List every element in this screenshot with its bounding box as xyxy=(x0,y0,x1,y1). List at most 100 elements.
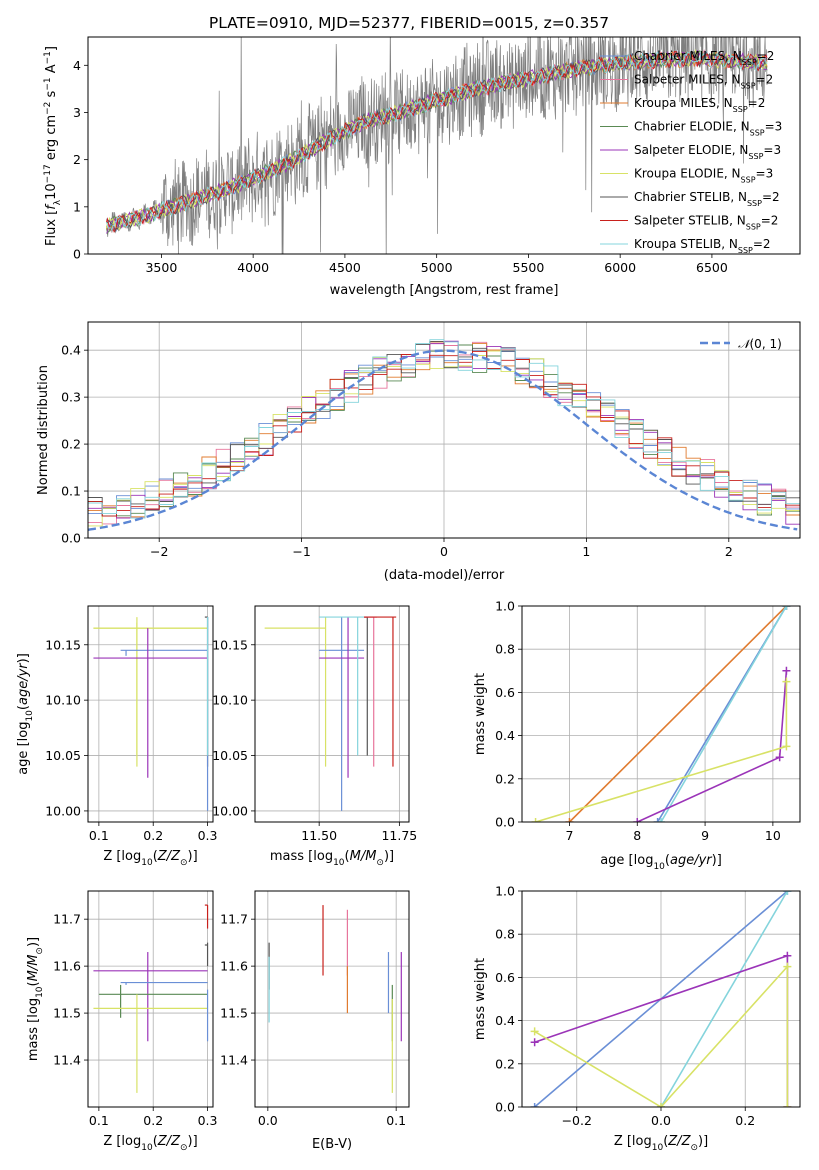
y-tick-label: 1 xyxy=(73,199,81,214)
histogram-series xyxy=(88,340,800,517)
weight-marker xyxy=(530,1027,539,1036)
histogram-plot-area xyxy=(88,339,800,531)
x-axis-label: wavelength [Angstrom, rest frame] xyxy=(330,283,559,298)
x-axis-label: Z [log10(Z/Z⊙)] xyxy=(614,1134,708,1153)
y-tick-label: 0.0 xyxy=(495,815,515,830)
x-tick-label: −0.2 xyxy=(562,1113,592,1128)
legend-label: Kroupa ELODIE, NSSP=3 xyxy=(634,167,773,185)
x-tick-label: 0.3 xyxy=(198,1113,218,1128)
y-tick-label: 0.8 xyxy=(495,927,515,942)
weight-marker xyxy=(633,818,642,822)
y-tick-label: 0.6 xyxy=(495,685,515,700)
weight-marker xyxy=(775,753,784,762)
x-tick-label: 4500 xyxy=(329,260,361,275)
x-tick-label: 4000 xyxy=(237,260,269,275)
label-part: =3 xyxy=(763,143,781,157)
x-tick-label: 0.1 xyxy=(89,1113,109,1128)
label-part: =2 xyxy=(756,73,774,87)
label-part: )] xyxy=(384,849,394,864)
x-tick-label: 0.1 xyxy=(89,828,109,843)
label-part: ( xyxy=(26,981,41,986)
label-part: 10 xyxy=(141,858,153,868)
axes-frame xyxy=(521,605,801,823)
y-tick-label: 11.7 xyxy=(220,912,248,927)
label-part: Chabrier STELIB, N xyxy=(634,190,747,204)
errorbar-plot-area xyxy=(264,616,397,811)
errorbar-plot-area xyxy=(93,616,209,811)
x-tick-label: 1 xyxy=(582,544,590,559)
y-tick-label: 0.2 xyxy=(61,437,81,452)
y-tick-label: 0 xyxy=(73,247,81,262)
weight-plot-area xyxy=(531,606,791,822)
label-part: s xyxy=(44,90,59,101)
legend-label: Chabrier ELODIE, NSSP=3 xyxy=(634,120,782,138)
label-part: 10 xyxy=(333,858,345,868)
label-part: ⊙ xyxy=(690,1143,698,1153)
label-part: Z/Z xyxy=(667,1134,691,1149)
weight-series-line xyxy=(636,670,788,822)
label-part: A xyxy=(44,64,59,77)
y-tick-label: 11.4 xyxy=(220,1053,248,1068)
weight-marker xyxy=(657,818,665,822)
y-axis-label: mass weight xyxy=(473,673,488,755)
label-part: Salpeter STELIB, N xyxy=(634,214,746,228)
label-part: Kroupa STELIB, N xyxy=(634,237,738,251)
x-tick-label: 0.0 xyxy=(258,1113,278,1128)
x-tick-label: 7 xyxy=(565,828,573,843)
x-tick-label: 11.50 xyxy=(301,828,337,843)
x-tick-label: 10 xyxy=(765,828,781,843)
x-tick-label: 5000 xyxy=(421,260,453,275)
y-tick-label: 0.3 xyxy=(61,390,81,405)
y-tick-label: 3 xyxy=(73,105,81,120)
x-axis-label: Z [log10(Z/Z⊙)] xyxy=(103,849,197,868)
label-part: age/yr xyxy=(670,853,713,868)
label-part: =2 xyxy=(748,96,766,110)
label-part: =3 xyxy=(765,120,783,134)
label-part: )] xyxy=(698,1134,708,1149)
label-part: Salpeter ELODIE, N xyxy=(634,143,748,157)
y-tick-label: 1.0 xyxy=(495,599,515,614)
y-tick-label: 0.6 xyxy=(495,970,515,985)
y-tick-label: 10.10 xyxy=(45,693,81,708)
label-part: 10 xyxy=(652,1143,664,1153)
y-tick-label: 10.05 xyxy=(45,748,81,763)
label-part: ( xyxy=(665,853,670,868)
label-part: 10 xyxy=(141,1143,153,1153)
label-part: 10 xyxy=(44,183,59,200)
weight-marker xyxy=(782,677,791,686)
label-part: =3 xyxy=(756,167,774,181)
label-part: Chabrier ELODIE, N xyxy=(634,120,750,134)
y-tick-label: 1.0 xyxy=(495,884,515,899)
x-tick-label: 5500 xyxy=(513,260,545,275)
weight-marker xyxy=(653,818,662,822)
weight-series-line xyxy=(535,681,788,822)
x-tick-label: 2 xyxy=(725,544,733,559)
label-part: Salpeter MILES, N xyxy=(634,73,741,87)
label-part: age/yr xyxy=(16,662,31,705)
errorbar-plot-area xyxy=(268,905,402,1093)
legend-label: Chabrier STELIB, NSSP=2 xyxy=(634,190,780,208)
x-axis-label: E(B-V) xyxy=(312,1137,352,1152)
y-axis-label: mass [log10(M/M⊙)] xyxy=(26,937,45,1061)
legend-label: Kroupa MILES, NSSP=2 xyxy=(634,96,765,114)
x-tick-label: 11.75 xyxy=(381,828,417,843)
legend-label: Salpeter MILES, NSSP=2 xyxy=(634,73,773,91)
label-part: ( xyxy=(16,705,31,710)
label-part: −1 xyxy=(43,51,53,64)
label-part: ( xyxy=(663,1134,668,1149)
histogram-series xyxy=(88,350,800,517)
weight-marker xyxy=(783,1103,792,1107)
label-part: SSP xyxy=(742,58,757,67)
weight-marker xyxy=(657,1103,665,1107)
weight-plot-area xyxy=(530,891,792,1107)
weight-marker xyxy=(565,818,574,822)
y-axis-label: Flux [fλ10−17 erg cm−2 s−1 A−1] xyxy=(43,46,63,246)
y-tick-label: 0.4 xyxy=(495,728,515,743)
label-part: =2 xyxy=(757,49,775,63)
label-part: ( xyxy=(153,1134,158,1149)
y-tick-label: 0.4 xyxy=(61,343,81,358)
x-tick-label: 0.0 xyxy=(651,1113,671,1128)
label-part: ] xyxy=(44,46,59,51)
y-axis-label: age [log10(age/yr)] xyxy=(16,653,35,775)
legend-label: Salpeter STELIB, NSSP=2 xyxy=(634,214,778,232)
